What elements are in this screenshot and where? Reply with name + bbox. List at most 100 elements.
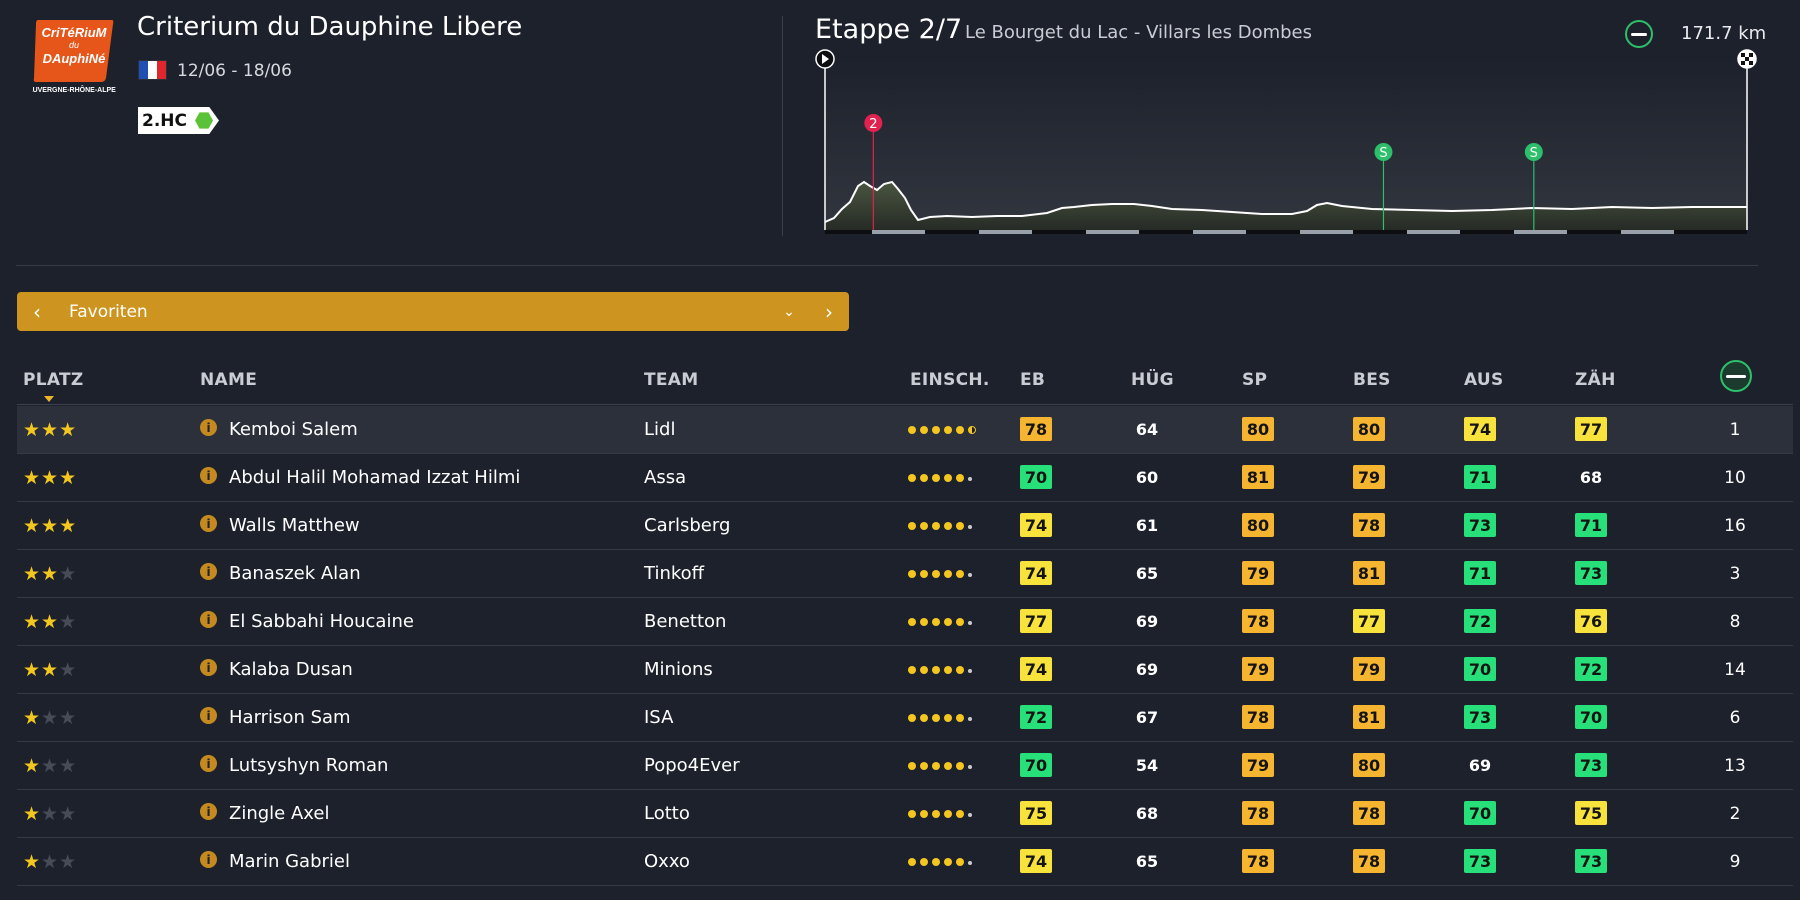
hexagon-icon bbox=[195, 112, 213, 129]
chevron-down-icon[interactable]: ⌄ bbox=[783, 303, 795, 320]
stage-profile-icon[interactable] bbox=[1720, 360, 1752, 392]
chevron-right-icon[interactable]: › bbox=[825, 299, 833, 324]
sprint-marker[interactable]: S bbox=[1524, 143, 1543, 230]
table-row[interactable]: ★ ★ ★ i Abdul Halil Mohamad Izzat Hilmi Assa 7… bbox=[17, 454, 1793, 502]
rating-dot bbox=[968, 716, 972, 721]
chevron-left-icon[interactable]: ‹ bbox=[33, 299, 41, 324]
info-icon[interactable]: i bbox=[200, 755, 217, 772]
rider-name[interactable]: El Sabbahi Houcaine bbox=[229, 611, 414, 632]
column-einsch[interactable]: EINSCH. bbox=[910, 370, 990, 390]
table-row[interactable]: ★ ★ ★ i Kemboi Salem Lidl 78 64 80 80 74 77 1 bbox=[17, 406, 1793, 454]
stat-bes: 79 bbox=[1353, 657, 1385, 681]
info-icon[interactable]: i bbox=[200, 611, 217, 628]
column-zah[interactable]: ZÄH bbox=[1575, 370, 1616, 390]
rating-dot bbox=[944, 761, 952, 770]
rating-dot bbox=[944, 521, 952, 530]
info-icon[interactable]: i bbox=[200, 467, 217, 484]
rider-name[interactable]: Zingle Axel bbox=[229, 803, 330, 824]
table-row[interactable]: ★ ★ ★ i Zingle Axel Lotto 75 68 78 78 70 75 2 bbox=[17, 790, 1793, 838]
rider-name[interactable]: Kalaba Dusan bbox=[229, 659, 353, 680]
einsch-rating bbox=[908, 454, 972, 501]
rating-dot bbox=[908, 809, 916, 818]
filter-select[interactable]: Favoriten bbox=[69, 301, 148, 322]
table-row[interactable]: ★ ★ ★ i Kalaba Dusan Minions 74 69 79 79 70 72 14 bbox=[17, 646, 1793, 694]
star-icon: ★ bbox=[41, 418, 60, 441]
star-rating: ★ ★ ★ bbox=[23, 406, 77, 453]
rider-team: Carlsberg bbox=[644, 515, 731, 536]
profile-line bbox=[824, 180, 1747, 223]
star-icon: ★ bbox=[59, 418, 78, 441]
race-dates: 12/06 - 18/06 bbox=[177, 61, 292, 81]
rating-dot bbox=[944, 809, 952, 818]
rider-name[interactable]: Abdul Halil Mohamad Izzat Hilmi bbox=[229, 467, 521, 488]
column-platz[interactable]: PLATZ bbox=[23, 370, 84, 390]
rider-name[interactable]: Harrison Sam bbox=[229, 707, 351, 728]
rider-rank: 10 bbox=[1724, 467, 1746, 488]
rider-rank: 1 bbox=[1729, 419, 1741, 440]
stat-sp: 78 bbox=[1242, 609, 1274, 633]
rating-dot bbox=[932, 569, 940, 578]
rider-name[interactable]: Banaszek Alan bbox=[229, 563, 361, 584]
column-aus[interactable]: AUS bbox=[1464, 370, 1504, 390]
star-icon: ★ bbox=[23, 418, 42, 441]
stat-eb: 77 bbox=[1020, 609, 1052, 633]
info-icon[interactable]: i bbox=[200, 563, 217, 580]
svg-text:du: du bbox=[69, 40, 79, 50]
star-icon: ★ bbox=[59, 562, 78, 585]
stat-zah: 73 bbox=[1575, 849, 1607, 873]
star-icon: ★ bbox=[41, 706, 60, 729]
sprint-marker[interactable]: S bbox=[1374, 143, 1393, 230]
info-icon[interactable]: i bbox=[200, 515, 217, 532]
rider-name[interactable]: Walls Matthew bbox=[229, 515, 360, 536]
stat-aus: 69 bbox=[1468, 755, 1492, 775]
stat-bes: 81 bbox=[1353, 705, 1385, 729]
stat-eb: 74 bbox=[1020, 657, 1052, 681]
einsch-rating bbox=[908, 646, 972, 693]
column-hug[interactable]: HÜG bbox=[1131, 370, 1174, 390]
stat-eb: 74 bbox=[1020, 849, 1052, 873]
column-bes[interactable]: BES bbox=[1353, 370, 1391, 390]
stat-hug: 65 bbox=[1135, 851, 1159, 871]
rider-name[interactable]: Marin Gabriel bbox=[229, 851, 350, 872]
rider-team: ISA bbox=[644, 707, 674, 728]
stat-eb: 75 bbox=[1020, 801, 1052, 825]
race-class-badge: 2.HC bbox=[138, 107, 219, 134]
start-icon bbox=[815, 49, 835, 69]
star-rating: ★ ★ ★ bbox=[23, 550, 77, 597]
table-row[interactable]: ★ ★ ★ i Marin Gabriel Oxxo 74 65 78 78 73 73 9 bbox=[17, 838, 1793, 886]
info-icon[interactable]: i bbox=[200, 707, 217, 724]
rider-name[interactable]: Lutsyshyn Roman bbox=[229, 755, 389, 776]
rating-dot bbox=[920, 857, 928, 866]
rider-name[interactable]: Kemboi Salem bbox=[229, 419, 358, 440]
column-team[interactable]: TEAM bbox=[644, 370, 699, 390]
info-icon[interactable]: i bbox=[200, 419, 217, 436]
column-eb[interactable]: EB bbox=[1020, 370, 1046, 390]
table-row[interactable]: ★ ★ ★ i Harrison Sam ISA 72 67 78 81 73 70 6 bbox=[17, 694, 1793, 742]
rating-dot bbox=[956, 809, 964, 818]
rating-dot bbox=[932, 857, 940, 866]
rating-dot bbox=[956, 521, 964, 530]
rating-dot bbox=[956, 761, 964, 770]
rating-dot bbox=[956, 665, 964, 674]
stat-eb: 72 bbox=[1020, 705, 1052, 729]
info-icon[interactable]: i bbox=[200, 851, 217, 868]
table-row[interactable]: ★ ★ ★ i Walls Matthew Carlsberg 74 61 80 78 73 71 16 bbox=[17, 502, 1793, 550]
distance-icon bbox=[1625, 20, 1653, 48]
table-row[interactable]: ★ ★ ★ i El Sabbahi Houcaine Benetton 77 69 78 77 7… bbox=[17, 598, 1793, 646]
climb-marker[interactable]: 2 bbox=[864, 114, 883, 230]
stat-aus: 70 bbox=[1464, 801, 1496, 825]
column-name[interactable]: NAME bbox=[200, 370, 258, 390]
star-icon: ★ bbox=[41, 610, 60, 633]
table-row[interactable]: ★ ★ ★ i Lutsyshyn Roman Popo4Ever 70 54 79 80 69 73… bbox=[17, 742, 1793, 790]
star-rating: ★ ★ ★ bbox=[23, 502, 77, 549]
rating-dot bbox=[956, 713, 964, 722]
marker-label: S bbox=[1379, 146, 1387, 161]
info-icon[interactable]: i bbox=[200, 659, 217, 676]
stat-aus: 70 bbox=[1464, 657, 1496, 681]
rating-dot bbox=[920, 617, 928, 626]
info-icon[interactable]: i bbox=[200, 803, 217, 820]
stat-aus: 72 bbox=[1464, 609, 1496, 633]
table-row[interactable]: ★ ★ ★ i Banaszek Alan Tinkoff 74 65 79 81 71 73 3 bbox=[17, 550, 1793, 598]
column-sp[interactable]: SP bbox=[1242, 370, 1268, 390]
stage-profile[interactable]: 2 S S bbox=[812, 46, 1760, 236]
